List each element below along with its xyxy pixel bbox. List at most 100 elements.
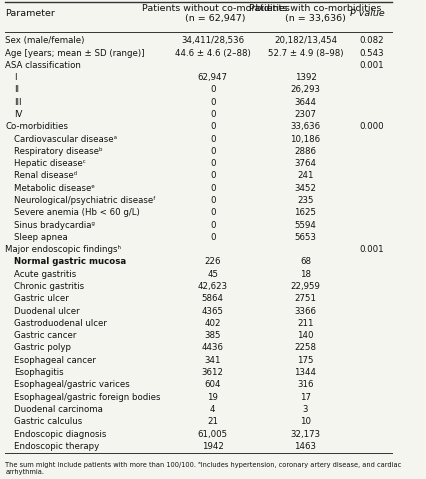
Text: Esophageal/gastric foreign bodies: Esophageal/gastric foreign bodies <box>14 393 161 402</box>
Text: Metabolic diseaseᵉ: Metabolic diseaseᵉ <box>14 184 95 193</box>
Text: Sinus bradycardiaᵍ: Sinus bradycardiaᵍ <box>14 221 95 229</box>
Text: 21: 21 <box>207 417 218 426</box>
Text: 2886: 2886 <box>294 147 317 156</box>
Text: 1463: 1463 <box>294 442 317 451</box>
Text: Age [years; mean ± SD (range)]: Age [years; mean ± SD (range)] <box>6 48 145 57</box>
Text: 0.543: 0.543 <box>360 48 385 57</box>
Text: 62,947: 62,947 <box>198 73 227 82</box>
Text: 4365: 4365 <box>201 307 224 316</box>
Text: 22,959: 22,959 <box>291 282 320 291</box>
Text: 0.082: 0.082 <box>360 36 385 45</box>
Text: Gastroduodenal ulcer: Gastroduodenal ulcer <box>14 319 107 328</box>
Text: 2258: 2258 <box>294 343 317 353</box>
Text: Patients without co-morbidities
(n = 62,947): Patients without co-morbidities (n = 62,… <box>142 4 290 23</box>
Text: Patients with co-morbidities
(n = 33,636): Patients with co-morbidities (n = 33,636… <box>249 4 382 23</box>
Text: 0.001: 0.001 <box>360 245 385 254</box>
Text: 61,005: 61,005 <box>198 430 228 438</box>
Text: 32,173: 32,173 <box>291 430 320 438</box>
Text: IV: IV <box>14 110 23 119</box>
Text: 3366: 3366 <box>294 307 317 316</box>
Text: Esophagitis: Esophagitis <box>14 368 63 377</box>
Text: 0: 0 <box>210 110 216 119</box>
Text: 0: 0 <box>210 98 216 107</box>
Text: Chronic gastritis: Chronic gastritis <box>14 282 84 291</box>
Text: 20,182/13,454: 20,182/13,454 <box>274 36 337 45</box>
Text: 402: 402 <box>204 319 221 328</box>
Text: 44.6 ± 4.6 (2–88): 44.6 ± 4.6 (2–88) <box>175 48 250 57</box>
Text: 226: 226 <box>204 257 221 266</box>
Text: Gastric polyp: Gastric polyp <box>14 343 71 353</box>
Text: 241: 241 <box>297 171 314 181</box>
Text: 0: 0 <box>210 233 216 242</box>
Text: 211: 211 <box>297 319 314 328</box>
Text: 17: 17 <box>300 393 311 402</box>
Text: Co-morbidities: Co-morbidities <box>6 122 68 131</box>
Text: 10: 10 <box>300 417 311 426</box>
Text: 4: 4 <box>210 405 216 414</box>
Text: 0: 0 <box>210 85 216 94</box>
Text: 0: 0 <box>210 208 216 217</box>
Text: II: II <box>14 85 19 94</box>
Text: Esophageal/gastric varices: Esophageal/gastric varices <box>14 380 130 389</box>
Text: Severe anemia (Hb < 60 g/L): Severe anemia (Hb < 60 g/L) <box>14 208 140 217</box>
Text: Normal gastric mucosa: Normal gastric mucosa <box>14 257 126 266</box>
Text: I: I <box>14 73 17 82</box>
Text: 34,411/28,536: 34,411/28,536 <box>181 36 244 45</box>
Text: 33,636: 33,636 <box>291 122 320 131</box>
Text: P value: P value <box>350 9 385 18</box>
Text: 18: 18 <box>300 270 311 279</box>
Text: Duodenal ulcer: Duodenal ulcer <box>14 307 80 316</box>
Text: Major endoscopic findingsʰ: Major endoscopic findingsʰ <box>6 245 121 254</box>
Text: 10,186: 10,186 <box>291 135 320 144</box>
Text: Endoscopic diagnosis: Endoscopic diagnosis <box>14 430 106 438</box>
Text: 42,623: 42,623 <box>198 282 228 291</box>
Text: 0: 0 <box>210 196 216 205</box>
Text: 0.000: 0.000 <box>360 122 385 131</box>
Text: 0: 0 <box>210 135 216 144</box>
Text: 1942: 1942 <box>202 442 224 451</box>
Text: 2307: 2307 <box>294 110 317 119</box>
Text: 0: 0 <box>210 159 216 168</box>
Text: Respiratory diseaseᵇ: Respiratory diseaseᵇ <box>14 147 103 156</box>
Text: 1625: 1625 <box>294 208 317 217</box>
Text: Sex (male/female): Sex (male/female) <box>6 36 85 45</box>
Text: Hepatic diseaseᶜ: Hepatic diseaseᶜ <box>14 159 86 168</box>
Text: 5864: 5864 <box>201 294 224 303</box>
Text: 45: 45 <box>207 270 218 279</box>
Text: 3: 3 <box>303 405 308 414</box>
Text: 5594: 5594 <box>294 221 317 229</box>
Text: 0: 0 <box>210 221 216 229</box>
Text: Endoscopic therapy: Endoscopic therapy <box>14 442 99 451</box>
Text: Parameter: Parameter <box>6 9 55 18</box>
Text: III: III <box>14 98 22 107</box>
Text: 3612: 3612 <box>201 368 224 377</box>
Text: Acute gastritis: Acute gastritis <box>14 270 76 279</box>
Text: 175: 175 <box>297 356 314 365</box>
Text: The sum might include patients with more than 100/100. ᵃIncludes hypertension, c: The sum might include patients with more… <box>6 462 402 475</box>
Text: 0: 0 <box>210 184 216 193</box>
Text: 4436: 4436 <box>201 343 224 353</box>
Text: 235: 235 <box>297 196 314 205</box>
Text: 3644: 3644 <box>294 98 317 107</box>
Text: 604: 604 <box>204 380 221 389</box>
Text: 0: 0 <box>210 147 216 156</box>
Text: 1344: 1344 <box>294 368 317 377</box>
Text: Esophageal cancer: Esophageal cancer <box>14 356 96 365</box>
Text: Renal diseaseᵈ: Renal diseaseᵈ <box>14 171 77 181</box>
Text: Gastric ulcer: Gastric ulcer <box>14 294 69 303</box>
Text: 3452: 3452 <box>294 184 317 193</box>
Text: Cardiovascular diseaseᵃ: Cardiovascular diseaseᵃ <box>14 135 117 144</box>
Text: Gastric calculus: Gastric calculus <box>14 417 82 426</box>
Text: 19: 19 <box>207 393 218 402</box>
Text: 0: 0 <box>210 122 216 131</box>
Text: ASA classification: ASA classification <box>6 61 81 70</box>
Text: 0.001: 0.001 <box>360 61 385 70</box>
Text: 385: 385 <box>204 331 221 340</box>
Text: 26,293: 26,293 <box>291 85 320 94</box>
Text: 2751: 2751 <box>294 294 317 303</box>
Text: 3764: 3764 <box>294 159 317 168</box>
Text: 140: 140 <box>297 331 314 340</box>
Text: 0: 0 <box>210 171 216 181</box>
Text: 52.7 ± 4.9 (8–98): 52.7 ± 4.9 (8–98) <box>268 48 343 57</box>
Text: 5653: 5653 <box>294 233 317 242</box>
